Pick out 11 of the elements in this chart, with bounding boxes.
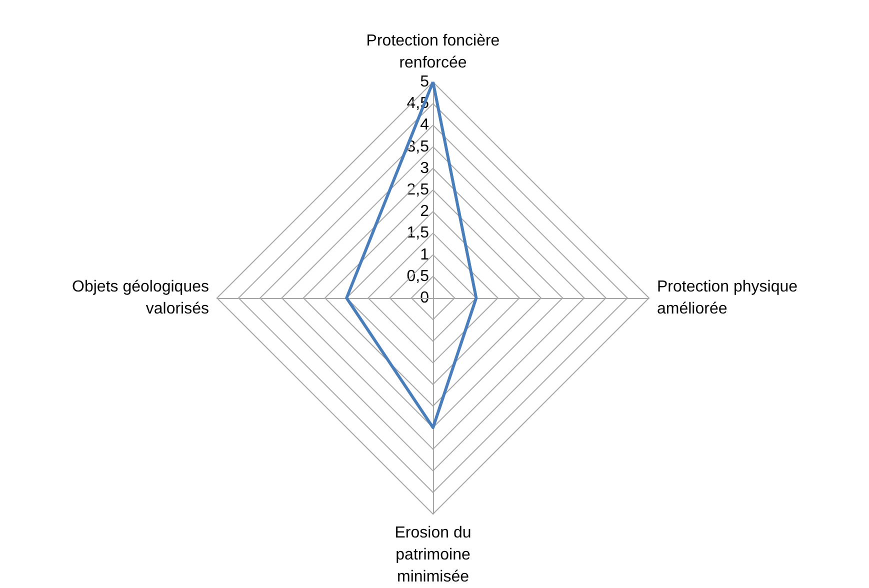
spoke-label: Erosion du patrimoine minimisée <box>394 524 472 586</box>
y-tick-label: 1 <box>420 246 430 264</box>
y-tick-label: 4 <box>420 116 430 134</box>
y-tick-label: 0,5 <box>406 268 430 285</box>
spoke-label: Objets géologiques valorisés <box>72 278 209 318</box>
spoke-label: Protection physique améliorée <box>657 278 798 318</box>
y-tick-label: 2 <box>420 203 430 220</box>
spoke-label: Protection foncière renforcée <box>366 32 500 72</box>
y-tick-label: 1,5 <box>406 224 430 242</box>
y-tick-label: 3 <box>420 160 430 177</box>
y-tick-label: 5 <box>420 74 430 90</box>
